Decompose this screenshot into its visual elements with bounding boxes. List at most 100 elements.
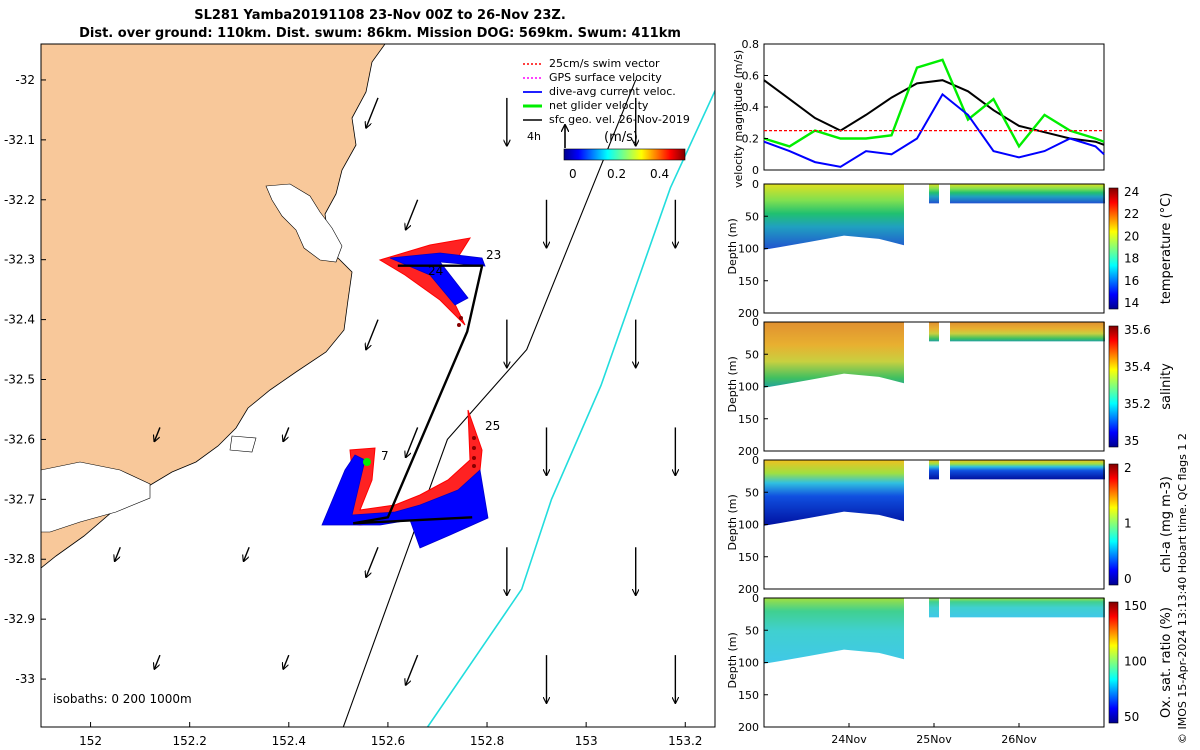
- section-panel-temperature: 0 50 100 150 200 Depth (m) 24 22 20 18 16 14 tempera…: [726, 178, 1174, 320]
- depth-tick-label: 100: [738, 381, 759, 394]
- velocity-ytick-label: 0: [752, 164, 759, 177]
- legend-dive-avg-current: dive-avg current veloc.: [523, 85, 676, 98]
- day-label-25: 25: [485, 419, 500, 433]
- depth-tick-label: 50: [745, 624, 759, 637]
- map-ytick-label: -32.1: [4, 133, 35, 147]
- depth-tick-label: 0: [752, 178, 759, 191]
- colorbar-tick-label: 100: [1124, 655, 1147, 669]
- map-ytick-label: -32.9: [4, 612, 35, 626]
- geo-velocity-arrow: [154, 427, 161, 441]
- velocity-ylabel: velocity magnitude (m/s): [732, 50, 745, 188]
- depth-tick-label: 200: [738, 721, 759, 734]
- day-label-24: 24: [428, 264, 443, 278]
- legend-swim-vector: 25cm/s swim vector: [523, 57, 660, 70]
- colorbar-tick-label: 35.4: [1124, 360, 1151, 374]
- colorbar-tick-label: 150: [1124, 599, 1147, 613]
- geo-velocity-arrow: [366, 319, 379, 350]
- section-panel-chla: 0 50 100 150 200 Depth (m) 2 1 0 chl-a (mg m-3): [726, 454, 1174, 596]
- speed-colorbar: [563, 148, 686, 161]
- chart-title-line2: Dist. over ground: 110km. Dist. swum: 86…: [79, 26, 681, 41]
- colorbar-tick-label: 1: [1124, 517, 1132, 531]
- footer-note: © IMOS 15-Apr-2024 13:13:40 Hobart time.…: [1176, 433, 1189, 744]
- section-ylabel: Depth (m): [726, 356, 739, 412]
- map-x-ticks: 152 152.2 152.4 152.6 152.8 153 153.2: [79, 722, 702, 748]
- colorbar-tick-label: 18: [1124, 252, 1139, 266]
- estuary-2: [41, 461, 151, 533]
- geo-velocity-arrow: [154, 654, 161, 669]
- colorbar-tick-0: 0: [569, 167, 577, 181]
- colorbar-tick-label: 0: [1124, 572, 1132, 586]
- legend-gps-velocity: GPS surface velocity: [523, 71, 662, 84]
- depth-tick-label: 150: [738, 551, 759, 564]
- section-colorbar: [1108, 463, 1119, 586]
- svg-text:net glider velocity: net glider velocity: [549, 99, 649, 112]
- map-ytick-label: -32.2: [4, 193, 35, 207]
- colorbar-tick-1: 0.2: [607, 167, 626, 181]
- map-plot: 23 24 25 7 152 152.2 152.4 152.6 152.8 153 153…: [4, 43, 716, 748]
- depth-tick-label: 50: [745, 210, 759, 223]
- map-ytick-label: -32: [15, 73, 35, 87]
- map-xtick-label: 152.8: [470, 734, 504, 748]
- svg-text:dive-avg current veloc.: dive-avg current veloc.: [549, 85, 676, 98]
- section-ylabel: Depth (m): [726, 494, 739, 550]
- section-colorbar: [1108, 325, 1119, 448]
- time-tick-label: 25Nov: [916, 733, 952, 746]
- geostrophic-arrows: [115, 97, 676, 703]
- velocity-ytick-label: 0.6: [742, 70, 760, 83]
- colorbar-label: salinity: [1159, 363, 1174, 410]
- colorbar-tick-label: 14: [1124, 296, 1139, 310]
- section-ylabel: Depth (m): [726, 632, 739, 688]
- swim-vectors-north: [378, 237, 472, 326]
- isobath-label: isobaths: 0 200 1000m: [53, 692, 192, 706]
- depth-tick-label: 150: [738, 413, 759, 426]
- map-ytick-label: -32.3: [4, 253, 35, 267]
- map-ytick-label: -32.6: [4, 432, 35, 446]
- colorbar-label: Ox. sat. ratio (%): [1159, 607, 1174, 718]
- legend: 25cm/s swim vector GPS surface velocity …: [523, 57, 690, 181]
- svg-text:GPS surface velocity: GPS surface velocity: [549, 71, 662, 84]
- timeseries-panels: 0 0.2 0.4 0.6 0.8 velocity magnitude (m/s) 0…: [726, 38, 1174, 746]
- map-ytick-label: -32.8: [4, 552, 35, 566]
- net-velocity-marker: [363, 458, 371, 466]
- day-label-23: 23: [486, 248, 501, 262]
- day-label-7: 7: [381, 449, 389, 463]
- map-ytick-label: -33: [15, 672, 35, 686]
- map-ytick-label: -32.5: [4, 373, 35, 387]
- geo-velocity-arrow: [283, 654, 290, 669]
- colorbar-unit: (m/s): [604, 130, 638, 145]
- geo-velocity-arrow: [366, 547, 379, 577]
- geo-velocity-arrow: [283, 427, 290, 441]
- isobath-200: [342, 79, 637, 727]
- section-data-block-3: [950, 460, 1105, 480]
- estuary-1: [265, 183, 343, 263]
- section-data-block-2: [929, 598, 939, 618]
- section-colorbar: [1108, 187, 1119, 310]
- section-data-block-2: [929, 460, 939, 480]
- estuary-3: [229, 435, 257, 453]
- map-y-ticks: -32 -32.1 -32.2 -32.3 -32.4 -32.5 -32.6 -32.7 -3…: [4, 73, 46, 686]
- colorbar-tick-label: 35.6: [1124, 323, 1151, 337]
- depth-tick-label: 50: [745, 348, 759, 361]
- map-ytick-label: -32.7: [4, 492, 35, 506]
- depth-tick-label: 100: [738, 243, 759, 256]
- section-colorbar: [1108, 601, 1119, 724]
- depth-tick-label: 0: [752, 454, 759, 467]
- section-data-block-2: [929, 184, 939, 204]
- depth-tick-label: 100: [738, 519, 759, 532]
- depth-tick-label: 100: [738, 657, 759, 670]
- map-xtick-label: 152.6: [371, 734, 405, 748]
- depth-tick-label: 200: [738, 307, 759, 320]
- velocity-series-dive-avg-current-veloc-: [763, 92, 1105, 168]
- map-ytick-label: -32.4: [4, 313, 35, 327]
- svg-text:sfc geo. vel. 26-Nov-2019: sfc geo. vel. 26-Nov-2019: [549, 113, 690, 126]
- depth-tick-label: 150: [738, 689, 759, 702]
- chart-title-line1: SL281 Yamba20191108 23-Nov 00Z to 26-Nov…: [194, 8, 566, 23]
- velocity-ytick-label: 0.8: [742, 38, 760, 51]
- svg-text:25cm/s swim vector: 25cm/s swim vector: [549, 57, 660, 70]
- colorbar-tick-label: 50: [1124, 710, 1139, 724]
- section-data-block-3: [950, 322, 1105, 342]
- geo-velocity-arrow: [406, 199, 419, 230]
- depth-tick-label: 50: [745, 486, 759, 499]
- section-data-block-3: [950, 598, 1105, 618]
- section-data-block-2: [929, 322, 939, 342]
